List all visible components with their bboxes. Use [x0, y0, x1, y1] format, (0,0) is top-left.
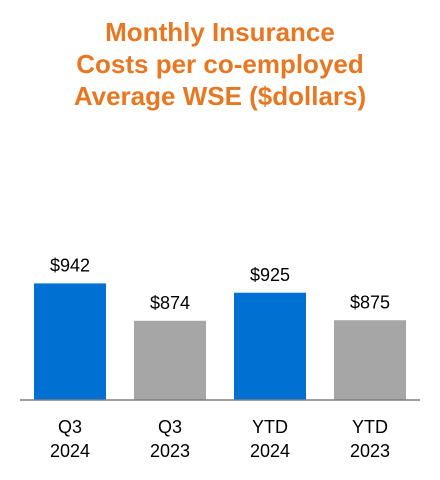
- data-label-1: $874: [150, 293, 190, 313]
- chart-title-line-2: Costs per co-employed: [76, 49, 364, 79]
- bar-1: [134, 320, 206, 400]
- chart-title-line-1: Monthly Insurance: [105, 17, 335, 47]
- data-label-3: $875: [350, 292, 390, 312]
- x-tick-label-0-line-1: Q3: [58, 417, 82, 437]
- data-label-2: $925: [250, 265, 290, 285]
- data-label-0: $942: [50, 255, 90, 275]
- x-tick-label-3-line-1: YTD: [352, 417, 388, 437]
- x-tick-label-1-line-1: Q3: [158, 417, 182, 437]
- bar-3: [334, 320, 406, 400]
- bar-2: [234, 292, 306, 400]
- chart-title-line-3: Average WSE ($dollars): [73, 81, 367, 111]
- chart-title: Monthly Insurance Costs per co-employed …: [0, 16, 440, 112]
- x-tick-label-2-line-1: YTD: [252, 417, 288, 437]
- bar-0: [34, 283, 106, 400]
- x-tick-label-0-line-2: 2024: [50, 441, 90, 461]
- x-tick-label-1-line-2: 2023: [150, 441, 190, 461]
- x-tick-label-3-line-2: 2023: [350, 441, 390, 461]
- x-tick-label-2-line-2: 2024: [250, 441, 290, 461]
